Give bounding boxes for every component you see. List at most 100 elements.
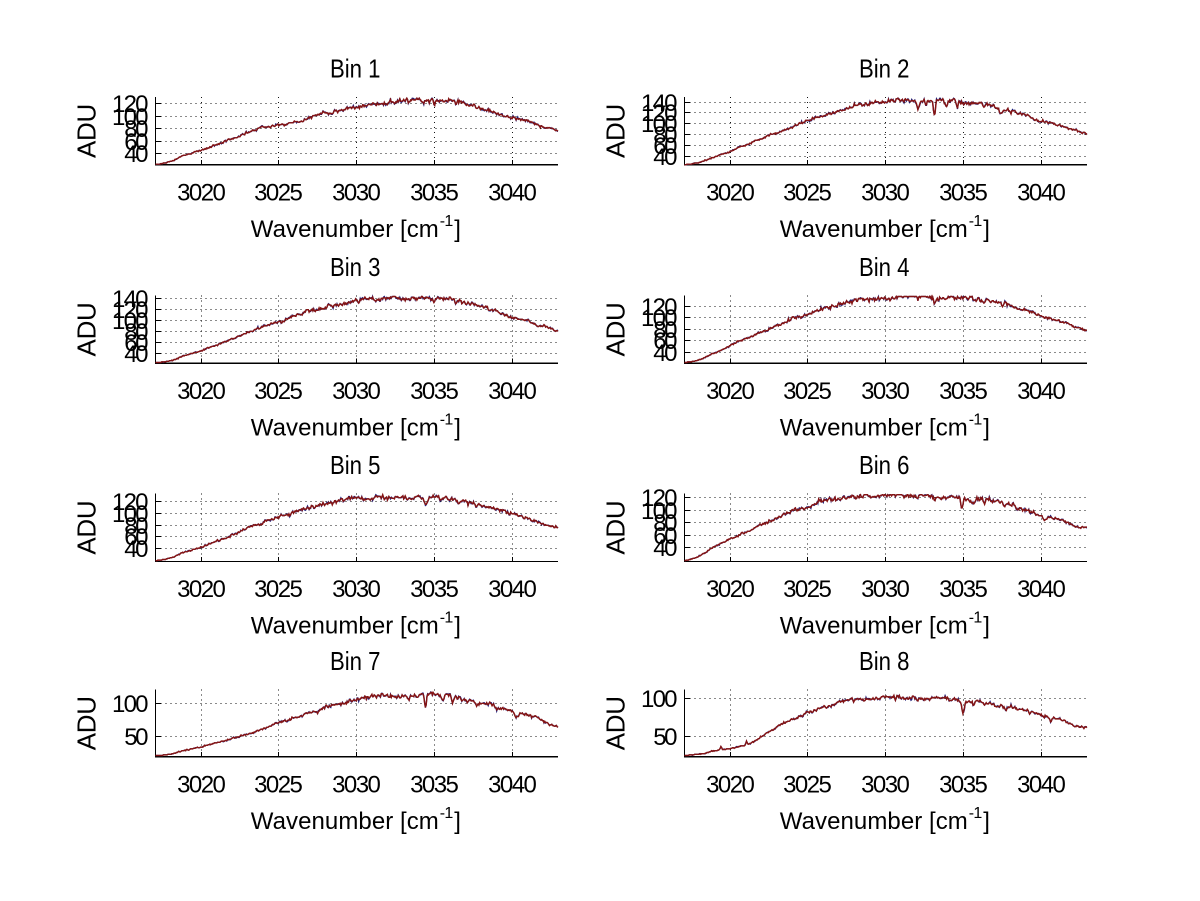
- svg-text:ADU: ADU: [72, 500, 102, 554]
- svg-text:3025: 3025: [783, 378, 832, 405]
- svg-text:100: 100: [641, 305, 678, 332]
- svg-text:ADU: ADU: [601, 302, 631, 356]
- svg-text:40: 40: [653, 535, 677, 562]
- svg-text:]: ]: [983, 216, 990, 243]
- svg-text:3020: 3020: [706, 771, 755, 798]
- svg-text:ADU: ADU: [72, 696, 102, 750]
- svg-text:100: 100: [112, 104, 149, 131]
- svg-text:50: 50: [124, 724, 148, 751]
- svg-text:60: 60: [653, 328, 677, 355]
- svg-text:3040: 3040: [1017, 576, 1066, 603]
- svg-text:3020: 3020: [706, 179, 755, 206]
- svg-text:3040: 3040: [1017, 179, 1066, 206]
- svg-text:3020: 3020: [177, 576, 226, 603]
- svg-text:Bin 5: Bin 5: [330, 450, 381, 480]
- svg-text:3025: 3025: [783, 179, 832, 206]
- svg-text:]: ]: [983, 414, 990, 441]
- svg-text:3020: 3020: [177, 378, 226, 405]
- svg-text:100: 100: [641, 498, 678, 525]
- svg-text:80: 80: [124, 319, 148, 346]
- svg-text:60: 60: [124, 524, 148, 551]
- svg-text:3035: 3035: [939, 378, 988, 405]
- svg-text:-1: -1: [440, 610, 454, 627]
- svg-text:100: 100: [112, 501, 149, 528]
- svg-text:Wavenumber [cm: Wavenumber [cm: [251, 613, 439, 640]
- svg-text:3040: 3040: [488, 771, 537, 798]
- svg-text:3035: 3035: [410, 771, 459, 798]
- svg-text:40: 40: [124, 536, 148, 563]
- svg-text:3025: 3025: [783, 576, 832, 603]
- svg-text:-1: -1: [440, 411, 454, 428]
- svg-text:120: 120: [641, 294, 678, 321]
- svg-text:3030: 3030: [332, 576, 381, 603]
- svg-text:3030: 3030: [861, 179, 910, 206]
- svg-text:80: 80: [653, 122, 677, 149]
- svg-text:3040: 3040: [488, 179, 537, 206]
- svg-text:3030: 3030: [332, 771, 381, 798]
- svg-text:40: 40: [124, 341, 148, 368]
- svg-text:-1: -1: [440, 805, 454, 822]
- svg-text:3035: 3035: [410, 576, 459, 603]
- svg-text:]: ]: [454, 414, 461, 441]
- svg-text:3040: 3040: [488, 378, 537, 405]
- svg-text:120: 120: [641, 100, 678, 127]
- svg-text:80: 80: [653, 510, 677, 537]
- svg-text:3040: 3040: [1017, 771, 1066, 798]
- svg-text:3030: 3030: [332, 179, 381, 206]
- svg-text:Wavenumber [cm: Wavenumber [cm: [780, 414, 968, 441]
- svg-text:ADU: ADU: [601, 104, 631, 158]
- svg-text:100: 100: [112, 308, 149, 335]
- svg-text:ADU: ADU: [601, 500, 631, 554]
- svg-text:ADU: ADU: [72, 302, 102, 356]
- svg-text:Bin 3: Bin 3: [330, 252, 381, 282]
- svg-text:80: 80: [124, 116, 148, 143]
- svg-text:120: 120: [641, 485, 678, 512]
- svg-text:50: 50: [653, 724, 677, 751]
- svg-text:3040: 3040: [488, 576, 537, 603]
- svg-text:3020: 3020: [706, 378, 755, 405]
- svg-text:]: ]: [454, 808, 461, 835]
- svg-text:Wavenumber [cm: Wavenumber [cm: [780, 216, 968, 243]
- svg-text:Bin 8: Bin 8: [859, 646, 910, 676]
- svg-text:3025: 3025: [783, 771, 832, 798]
- svg-text:Wavenumber [cm: Wavenumber [cm: [251, 216, 439, 243]
- svg-text:]: ]: [983, 808, 990, 835]
- svg-text:Wavenumber [cm: Wavenumber [cm: [251, 808, 439, 835]
- svg-text:3025: 3025: [254, 179, 303, 206]
- svg-text:3020: 3020: [177, 179, 226, 206]
- svg-text:3030: 3030: [861, 378, 910, 405]
- svg-text:80: 80: [124, 513, 148, 540]
- svg-text:60: 60: [124, 330, 148, 357]
- svg-text:Bin 7: Bin 7: [330, 646, 381, 676]
- svg-text:3030: 3030: [861, 771, 910, 798]
- svg-text:60: 60: [124, 129, 148, 156]
- svg-text:3040: 3040: [1017, 378, 1066, 405]
- svg-text:60: 60: [653, 133, 677, 160]
- svg-text:-1: -1: [440, 213, 454, 230]
- svg-text:]: ]: [454, 613, 461, 640]
- svg-text:100: 100: [641, 111, 678, 138]
- svg-text:Bin 6: Bin 6: [859, 450, 910, 480]
- svg-text:100: 100: [112, 691, 149, 718]
- svg-text:]: ]: [454, 216, 461, 243]
- svg-text:ADU: ADU: [601, 696, 631, 750]
- svg-text:40: 40: [653, 144, 677, 171]
- svg-text:3025: 3025: [254, 576, 303, 603]
- svg-text:60: 60: [653, 523, 677, 550]
- svg-text:3035: 3035: [939, 771, 988, 798]
- svg-text:-1: -1: [969, 411, 983, 428]
- svg-text:3020: 3020: [706, 576, 755, 603]
- svg-text:140: 140: [641, 90, 678, 117]
- svg-text:-1: -1: [969, 610, 983, 627]
- svg-text:140: 140: [112, 286, 149, 313]
- svg-text:3020: 3020: [177, 771, 226, 798]
- svg-text:40: 40: [653, 340, 677, 367]
- svg-text:3035: 3035: [939, 576, 988, 603]
- svg-text:Bin 2: Bin 2: [859, 54, 910, 84]
- svg-text:100: 100: [641, 686, 678, 713]
- svg-text:Wavenumber [cm: Wavenumber [cm: [780, 808, 968, 835]
- svg-text:Wavenumber [cm: Wavenumber [cm: [251, 414, 439, 441]
- svg-text:3035: 3035: [410, 179, 459, 206]
- svg-text:40: 40: [124, 141, 148, 168]
- svg-text:Bin 4: Bin 4: [859, 252, 910, 282]
